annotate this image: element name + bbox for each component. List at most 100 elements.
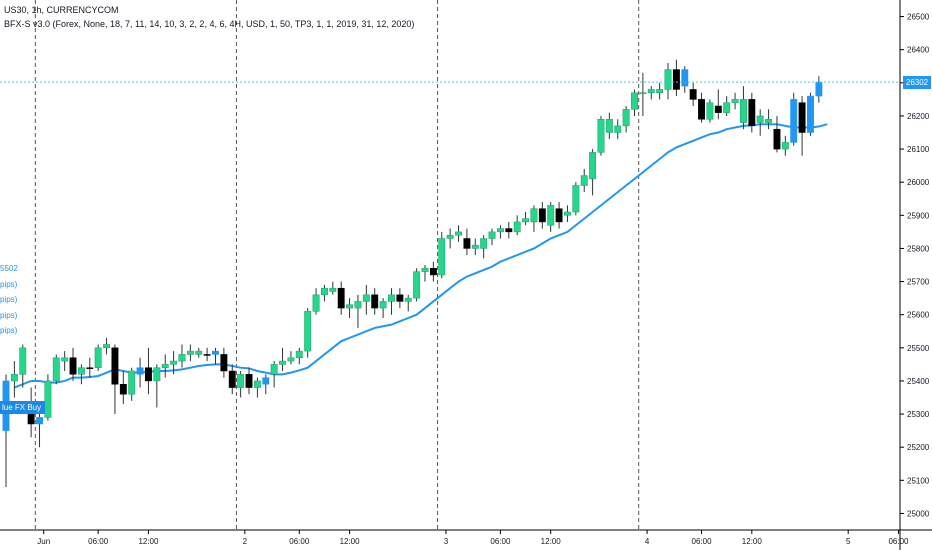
- candle: [429, 261, 437, 282]
- x-tick-label: 06:00: [692, 537, 713, 546]
- y-tick-label: 25400: [907, 377, 930, 386]
- candle-body: [295, 350, 303, 358]
- y-tick-label: 25200: [907, 443, 930, 452]
- candle-body: [304, 311, 312, 352]
- candle: [94, 344, 102, 371]
- candle: [496, 225, 504, 239]
- candle-body: [77, 367, 85, 375]
- candle-body: [245, 374, 253, 388]
- candle-body: [262, 377, 270, 385]
- y-tick-label: 26100: [907, 145, 930, 154]
- candle-body: [69, 357, 77, 375]
- candle: [379, 298, 387, 318]
- x-tick-label: 06:00: [490, 537, 511, 546]
- candle: [672, 59, 680, 97]
- candle-body: [237, 374, 245, 388]
- candle-body: [538, 208, 546, 223]
- y-tick-label: 25700: [907, 278, 930, 287]
- candle-body: [404, 297, 412, 302]
- candle: [287, 351, 295, 365]
- candle-body: [647, 89, 655, 93]
- candle: [689, 82, 697, 106]
- side-label-pips: pips): [0, 326, 18, 335]
- candle-body: [522, 218, 530, 223]
- candle: [295, 347, 303, 365]
- y-tick-label: 25100: [907, 476, 930, 485]
- candle-body: [748, 99, 756, 127]
- y-tick-label: 25000: [907, 509, 930, 518]
- candle-body: [145, 367, 152, 382]
- candle-body: [170, 360, 178, 365]
- candle-body: [664, 69, 672, 90]
- candle: [455, 225, 462, 242]
- candle: [371, 288, 379, 315]
- candle-body: [128, 370, 136, 395]
- candle: [580, 168, 588, 193]
- candle-body: [61, 357, 69, 362]
- candle: [731, 92, 739, 110]
- x-tick-label: 2: [243, 537, 248, 546]
- x-tick-label: Jun: [37, 537, 50, 546]
- candle-body: [136, 367, 144, 375]
- candle-body: [413, 271, 421, 299]
- candle-body: [161, 364, 169, 368]
- candle-body: [723, 102, 731, 113]
- y-tick-label: 25800: [907, 244, 930, 253]
- candle-body: [119, 384, 127, 395]
- candle-body: [471, 244, 479, 249]
- candle: [798, 96, 806, 156]
- side-label-pips: pips): [0, 295, 18, 304]
- moving-average-layer: [14, 123, 828, 389]
- candle: [522, 212, 530, 226]
- candle: [195, 347, 203, 358]
- candle-body: [86, 367, 94, 369]
- y-tick-label: 25600: [907, 311, 930, 320]
- candle: [664, 62, 672, 100]
- candle-body: [203, 354, 211, 356]
- candle-body: [212, 350, 219, 355]
- candle-body: [103, 344, 111, 349]
- candle: [145, 347, 152, 395]
- candle-body: [178, 354, 186, 362]
- y-tick-label: 25500: [907, 344, 930, 353]
- candle-body: [379, 301, 387, 309]
- candle-body: [371, 294, 379, 309]
- candle: [10, 361, 18, 398]
- candle: [52, 354, 60, 385]
- candle: [388, 288, 395, 315]
- candle-body: [815, 81, 823, 97]
- candle-body: [773, 128, 781, 150]
- candle-body: [555, 208, 563, 223]
- candle-body: [27, 413, 35, 425]
- candle-body: [52, 357, 60, 382]
- candle-body: [429, 268, 437, 276]
- candle-body: [781, 142, 789, 150]
- x-tick-label: 5: [846, 537, 851, 546]
- y-tick-label: 25900: [907, 211, 930, 220]
- candle: [61, 351, 69, 371]
- candle: [756, 109, 764, 136]
- y-tick-label: 25300: [907, 410, 930, 419]
- candle-body: [605, 119, 613, 133]
- candle: [237, 371, 245, 398]
- candle: [111, 344, 119, 415]
- candle-body: [739, 99, 747, 123]
- buy-signal-tag: lue FX Buy: [0, 401, 46, 414]
- candle: [354, 294, 362, 328]
- candle-body: [631, 92, 638, 110]
- candle: [530, 205, 538, 232]
- candles-layer: [2, 59, 823, 487]
- candle: [320, 284, 328, 302]
- candle: [86, 357, 94, 378]
- candle-body: [480, 238, 488, 249]
- candle-body: [19, 347, 27, 375]
- candle-body: [287, 357, 295, 362]
- candle-body: [706, 102, 714, 120]
- candle: [463, 228, 471, 256]
- candle: [2, 374, 10, 487]
- candle: [128, 367, 136, 401]
- candle: [170, 351, 178, 375]
- candle: [69, 347, 77, 381]
- candle-body: [10, 374, 18, 382]
